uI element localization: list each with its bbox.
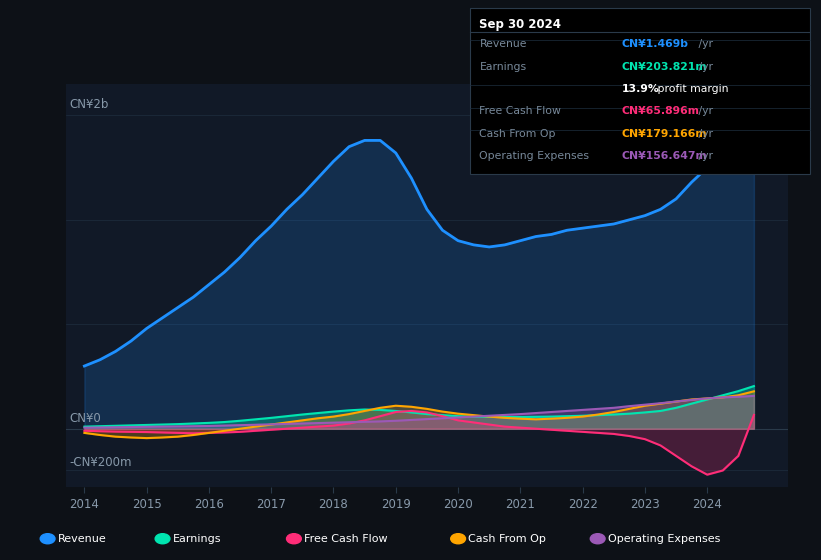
- Text: Operating Expenses: Operating Expenses: [479, 151, 589, 161]
- Text: -CN¥200m: -CN¥200m: [69, 456, 132, 469]
- Text: CN¥203.821m: CN¥203.821m: [621, 62, 707, 72]
- Text: Free Cash Flow: Free Cash Flow: [479, 106, 562, 116]
- Text: Earnings: Earnings: [172, 534, 221, 544]
- Text: 13.9%: 13.9%: [621, 84, 659, 94]
- Text: Operating Expenses: Operating Expenses: [608, 534, 720, 544]
- Text: CN¥1.469b: CN¥1.469b: [621, 39, 689, 49]
- Text: /yr: /yr: [695, 106, 713, 116]
- Text: Free Cash Flow: Free Cash Flow: [304, 534, 388, 544]
- Text: /yr: /yr: [695, 62, 713, 72]
- Text: CN¥156.647m: CN¥156.647m: [621, 151, 707, 161]
- Text: Earnings: Earnings: [479, 62, 526, 72]
- Text: Cash From Op: Cash From Op: [468, 534, 546, 544]
- Text: CN¥65.896m: CN¥65.896m: [621, 106, 699, 116]
- Text: CN¥2b: CN¥2b: [69, 98, 108, 111]
- Text: Revenue: Revenue: [57, 534, 106, 544]
- Text: CN¥179.166m: CN¥179.166m: [621, 129, 707, 139]
- Text: /yr: /yr: [695, 129, 713, 139]
- Text: /yr: /yr: [695, 151, 713, 161]
- Text: CN¥0: CN¥0: [69, 412, 101, 424]
- Text: /yr: /yr: [695, 39, 713, 49]
- Text: Cash From Op: Cash From Op: [479, 129, 556, 139]
- Text: Sep 30 2024: Sep 30 2024: [479, 18, 562, 31]
- Text: Revenue: Revenue: [479, 39, 527, 49]
- Text: profit margin: profit margin: [654, 84, 729, 94]
